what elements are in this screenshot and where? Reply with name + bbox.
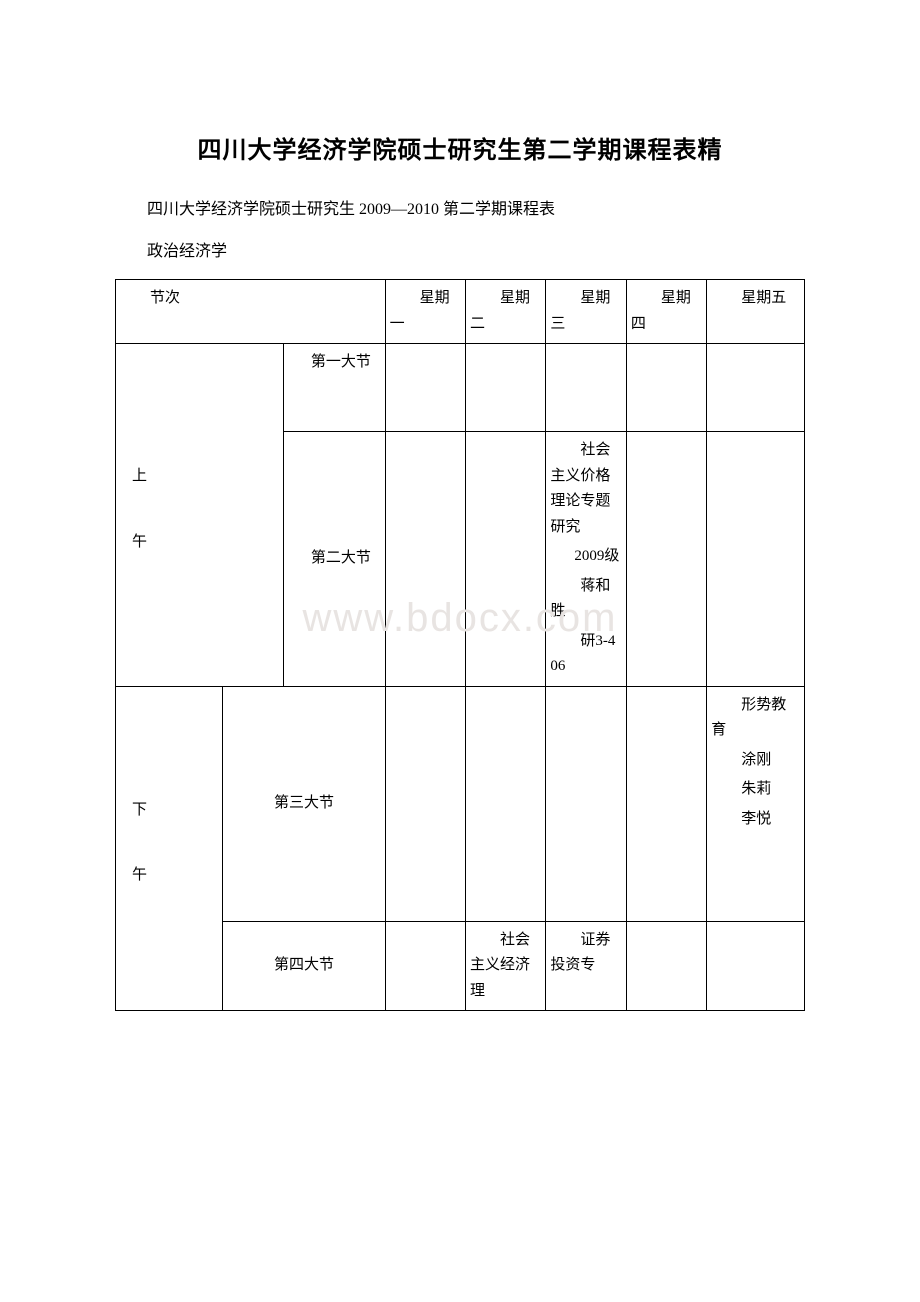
cell-tue-p2: [466, 432, 546, 687]
cell-period-3: 第三大节: [223, 686, 385, 921]
cell-tue-p3: [466, 686, 546, 921]
cell-fri-p2: [707, 432, 805, 687]
wed-p2-l3: 蒋和胜: [550, 574, 621, 625]
afternoon-char-1: 下: [132, 798, 218, 824]
cell-period-4: 第四大节: [223, 921, 385, 1011]
subtitle-suffix: 第二学期课程表: [439, 201, 555, 218]
cell-mon-p3: [385, 686, 465, 921]
header-fri: 星期五: [707, 280, 805, 344]
schedule-table: 节次 星期一 星期二 星期三 星期四 星期五 上 午 第一大节: [115, 279, 805, 1011]
wed-p2-l4: 研3-406: [550, 629, 621, 680]
header-session: 节次: [116, 280, 386, 344]
wed-p4-text: 证券投资专: [550, 928, 621, 979]
subtitle-line: 四川大学经济学院硕士研究生 2009—2010 第二学期课程表: [115, 195, 805, 219]
header-mon-text: 星期一: [390, 286, 461, 337]
fri-p3-l4: 李悦: [711, 807, 800, 833]
period-4-text: 第四大节: [274, 957, 334, 973]
period-1-text: 第一大节: [288, 350, 380, 376]
header-session-label: 节次: [120, 286, 381, 312]
cell-thu-p2: [626, 432, 706, 687]
morning-char-2: 午: [132, 530, 279, 556]
cell-mon-p2: [385, 432, 465, 687]
cell-wed-p2: 社会主义价格理论专题研究 2009级 蒋和胜 研3-406: [546, 432, 626, 687]
cell-mon-p1: [385, 344, 465, 432]
afternoon-char-2: 午: [132, 863, 218, 889]
cell-wed-p4: 证券投资专: [546, 921, 626, 1011]
period-3-text: 第三大节: [274, 795, 334, 811]
header-row: 节次 星期一 星期二 星期三 星期四 星期五: [116, 280, 805, 344]
cell-wed-p3: [546, 686, 626, 921]
subtitle-prefix: 四川大学经济学院硕士研究生: [147, 201, 359, 218]
row-afternoon-p3: 下 午 第三大节 形势教育 涂刚 朱莉 李悦: [116, 686, 805, 921]
row-morning-p1: 上 午 第一大节: [116, 344, 805, 432]
fri-p3-l1: 形势教育: [711, 693, 800, 744]
header-thu-text: 星期四: [631, 286, 702, 337]
page-title: 四川大学经济学院硕士研究生第二学期课程表精: [115, 130, 805, 165]
fri-p3-l3: 朱莉: [711, 777, 800, 803]
subtitle-year: 2009—2010: [359, 201, 439, 218]
wed-p2-l1: 社会主义价格理论专题研究: [550, 438, 621, 540]
cell-morning-label: 上 午: [116, 344, 284, 687]
subject-line: 政治经济学: [115, 237, 805, 261]
cell-afternoon-label: 下 午: [116, 686, 223, 1011]
cell-period-1: 第一大节: [284, 344, 385, 432]
cell-thu-p3: [626, 686, 706, 921]
header-wed: 星期三: [546, 280, 626, 344]
cell-fri-p3: 形势教育 涂刚 朱莉 李悦: [707, 686, 805, 921]
header-fri-text: 星期五: [711, 286, 800, 312]
header-tue-text: 星期二: [470, 286, 541, 337]
tue-p4-text: 社会主义经济理: [470, 928, 541, 1005]
cell-fri-p4: [707, 921, 805, 1011]
cell-wed-p1: [546, 344, 626, 432]
cell-thu-p1: [626, 344, 706, 432]
cell-tue-p4: 社会主义经济理: [466, 921, 546, 1011]
header-mon: 星期一: [385, 280, 465, 344]
cell-fri-p1: [707, 344, 805, 432]
wed-p2-l2: 2009级: [550, 544, 621, 570]
period-2-text: 第二大节: [288, 546, 380, 572]
cell-tue-p1: [466, 344, 546, 432]
header-thu: 星期四: [626, 280, 706, 344]
cell-mon-p4: [385, 921, 465, 1011]
header-wed-text: 星期三: [550, 286, 621, 337]
morning-char-1: 上: [132, 464, 279, 490]
header-tue: 星期二: [466, 280, 546, 344]
fri-p3-l2: 涂刚: [711, 748, 800, 774]
cell-period-2: 第二大节: [284, 432, 385, 687]
cell-thu-p4: [626, 921, 706, 1011]
